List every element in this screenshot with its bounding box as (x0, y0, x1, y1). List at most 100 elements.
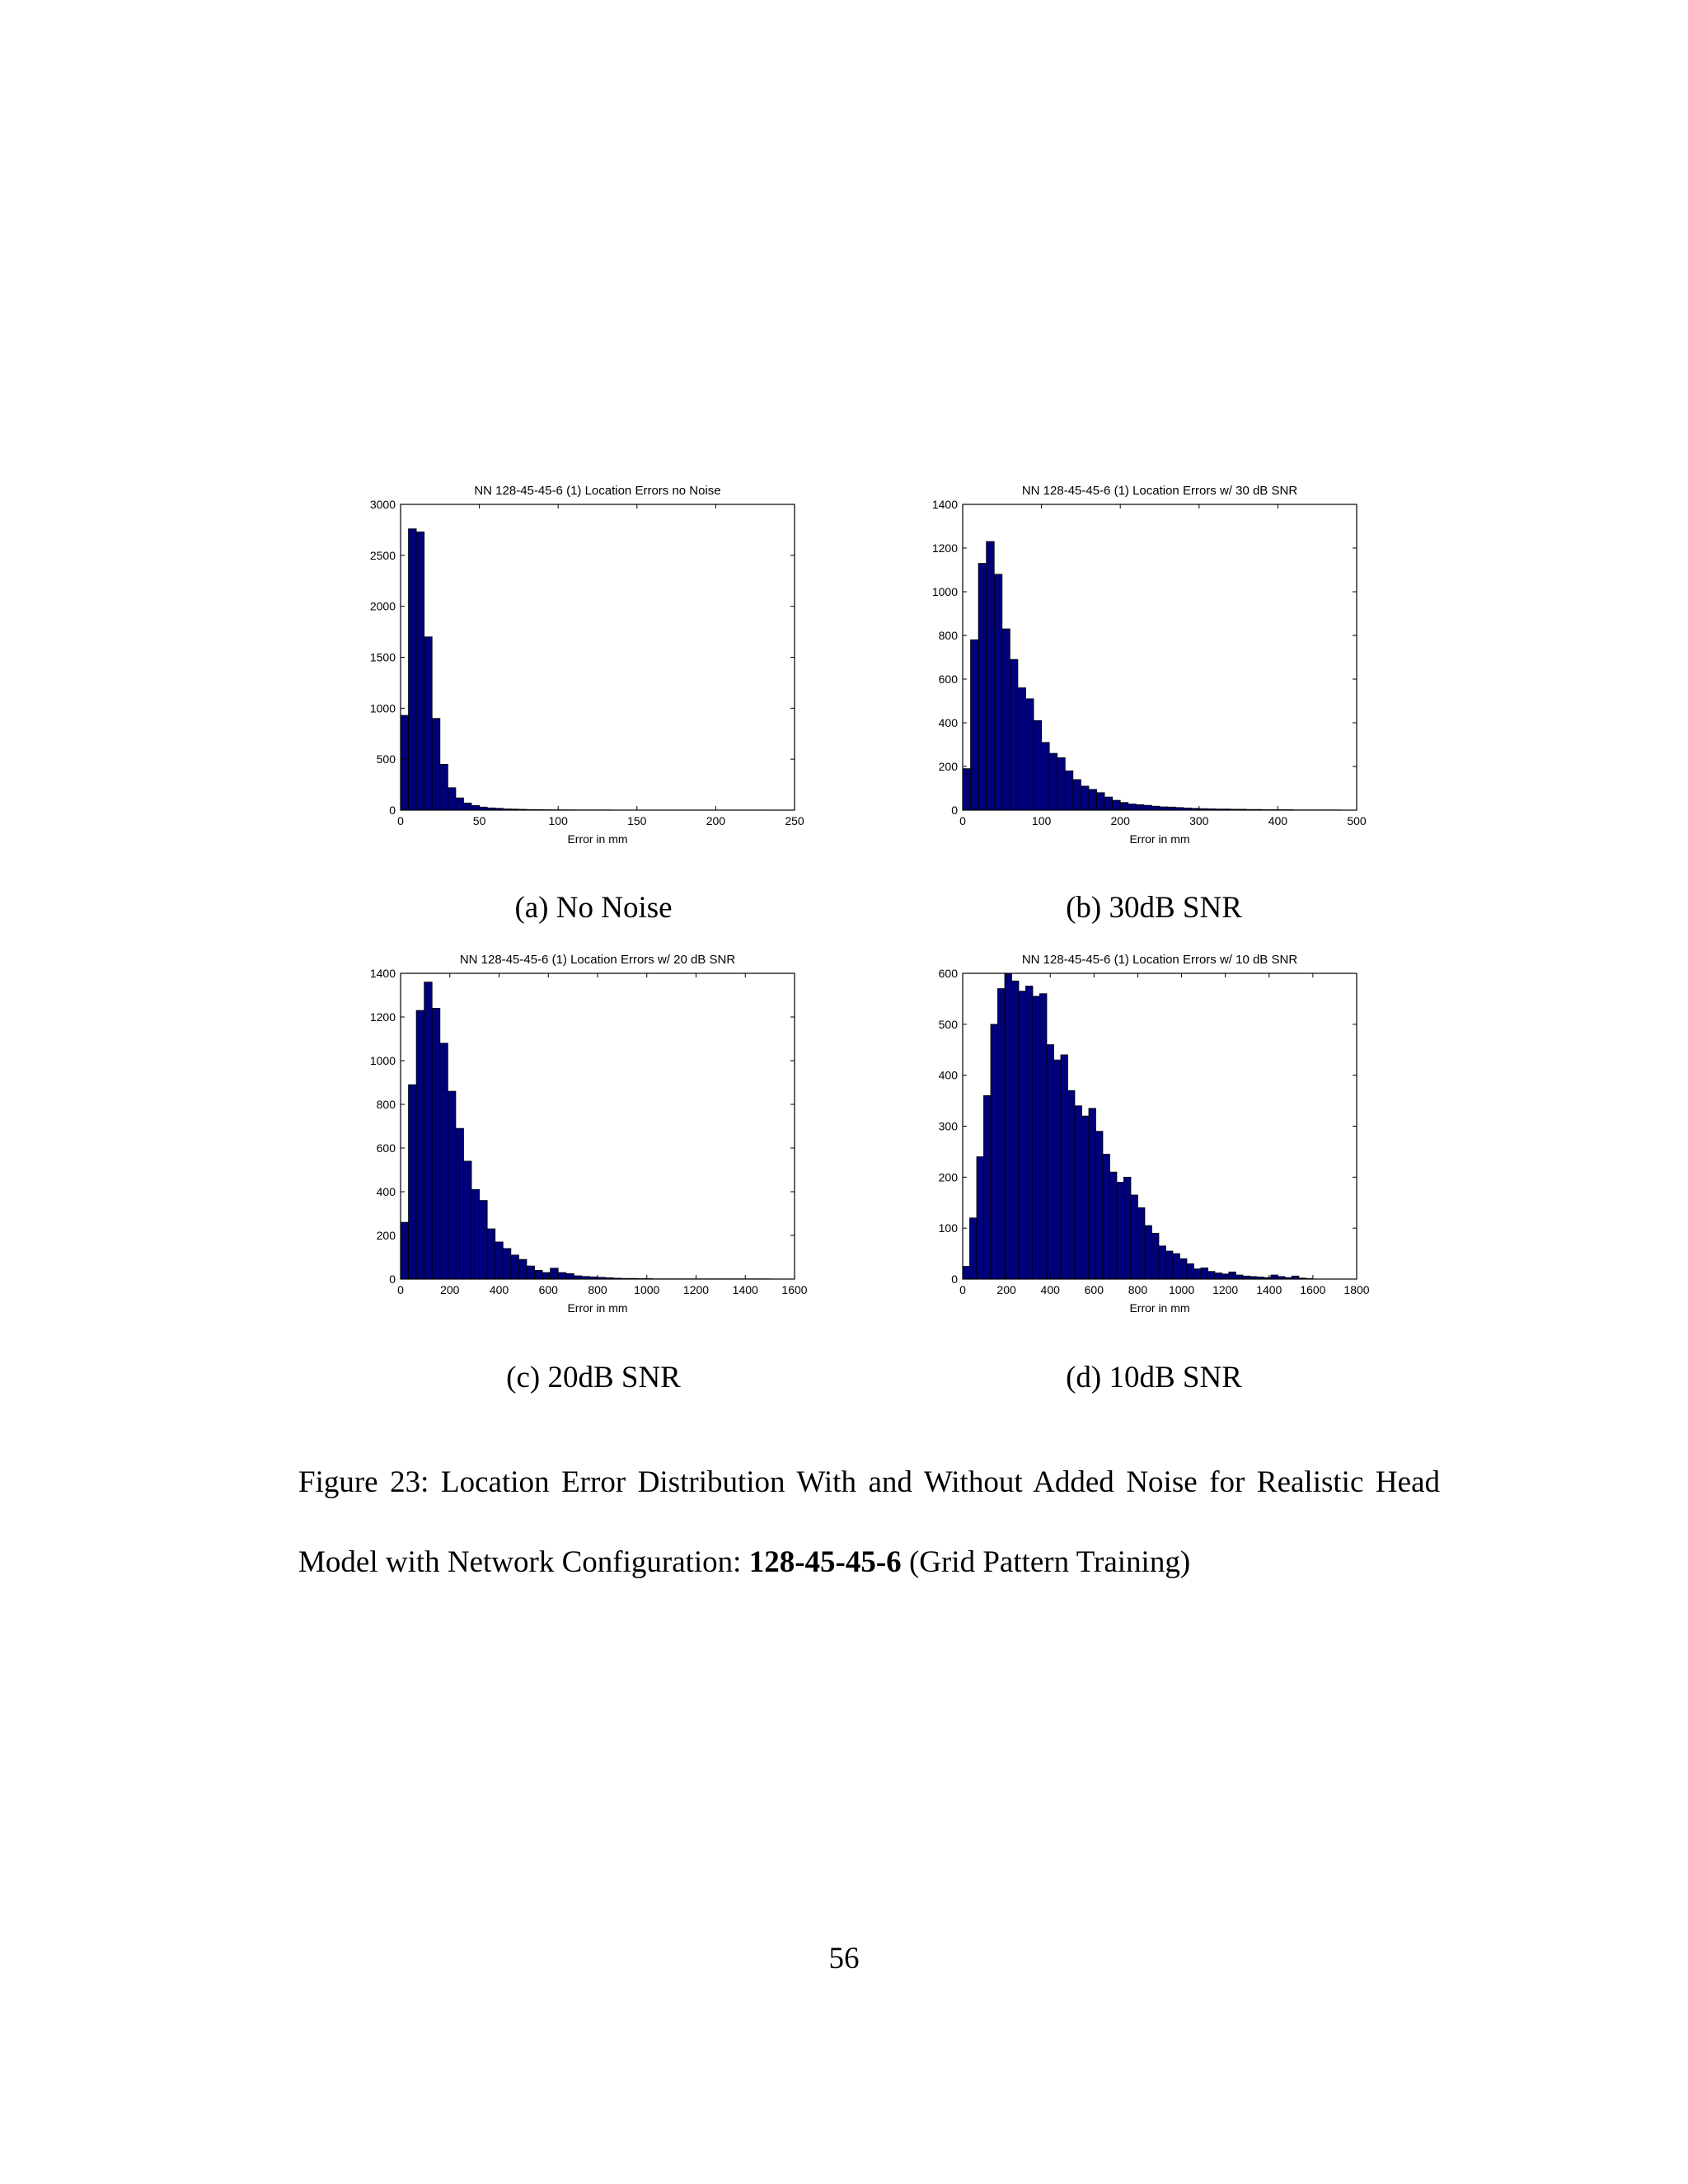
x-tick-label: 0 (397, 1283, 404, 1296)
histogram-bar (1072, 779, 1081, 811)
chart-title: NN 128-45-45-6 (1) Location Errors no No… (474, 484, 720, 498)
x-tick-label: 1400 (733, 1283, 758, 1296)
histogram-bar (990, 1024, 998, 1280)
histogram-bar (471, 805, 480, 811)
histogram-bar (1116, 1182, 1124, 1280)
histogram-bar (1123, 1176, 1132, 1280)
caption-text-end: (Grid Pattern Training) (901, 1545, 1191, 1579)
x-tick-label: 100 (1032, 814, 1052, 827)
histogram-chart-d: 0 200 400 600 800 1000 1200 1400 1600 1800 0 100 200… (939, 953, 1370, 1315)
histogram-bar (1186, 1263, 1194, 1280)
histogram-bar (1009, 658, 1019, 811)
histogram-bar (455, 1127, 464, 1280)
x-tick-label: 200 (1111, 814, 1131, 827)
histogram-bar (1158, 1245, 1166, 1280)
histogram-bar (1004, 972, 1012, 1280)
histogram-bar (1119, 802, 1129, 811)
histogram-bar (1067, 1090, 1076, 1280)
x-tick-label: 0 (959, 1283, 966, 1296)
x-tick-label: 1000 (634, 1283, 659, 1296)
histogram-bar (439, 763, 448, 811)
y-tick-label: 200 (377, 1229, 396, 1242)
histogram-bar (1046, 1044, 1054, 1280)
histogram-bar (565, 1272, 574, 1280)
subcaption-c: (c) 20dB SNR (506, 1361, 681, 1394)
histogram-bar (1018, 991, 1026, 1280)
histogram-chart-b: 0 100 200 300 400 500 0 200 400 600 800 1000 1200 140… (932, 484, 1367, 846)
y-tick-label: 1000 (370, 701, 396, 715)
y-tick-label: 2000 (370, 600, 396, 613)
x-tick-label: 200 (996, 1283, 1016, 1296)
histogram-bar (1236, 1274, 1244, 1280)
page-number: 56 (828, 1942, 860, 1975)
y-tick-label: 0 (951, 1272, 958, 1286)
histogram-bar (1080, 785, 1090, 811)
histogram-bar (962, 1266, 970, 1280)
y-tick-label: 600 (939, 967, 959, 980)
histogram-bar (1048, 752, 1058, 811)
x-tick-label: 1600 (1300, 1283, 1325, 1296)
histogram-bar (1214, 1272, 1222, 1280)
histogram-bar (997, 988, 1006, 1280)
y-tick-label: 800 (939, 629, 959, 642)
x-tick-label: 600 (539, 1283, 559, 1296)
y-tick-label: 0 (389, 1272, 396, 1286)
histogram-bar (1165, 1250, 1174, 1280)
x-tick-label: 1000 (1169, 1283, 1194, 1296)
y-tick-label: 1200 (932, 541, 958, 555)
y-tick-label: 1500 (370, 651, 396, 664)
y-tick-label: 400 (939, 716, 959, 729)
chart-title: NN 128-45-45-6 (1) Location Errors w/ 20… (460, 953, 735, 967)
y-tick-label: 500 (377, 752, 396, 766)
histogram-bar (542, 1272, 551, 1280)
x-tick-label: 500 (1347, 814, 1367, 827)
x-axis-label: Error in mm (1129, 1301, 1189, 1315)
x-tick-label: 400 (1041, 1283, 1061, 1296)
histogram-bar (479, 1200, 488, 1280)
histogram-bar (1137, 1207, 1146, 1280)
histogram-bar (1200, 1267, 1208, 1280)
histogram-bar (526, 1265, 535, 1280)
histogram-bar (1096, 792, 1105, 811)
x-tick-label: 400 (490, 1283, 509, 1296)
y-tick-label: 1400 (370, 967, 396, 980)
y-tick-label: 400 (377, 1185, 396, 1198)
x-tick-label: 250 (785, 814, 804, 827)
y-tick-label: 800 (377, 1098, 396, 1111)
x-tick-label: 100 (549, 814, 569, 827)
histogram-bar (463, 1160, 472, 1280)
histogram-bar (1064, 770, 1074, 811)
histogram-bar (431, 718, 441, 811)
x-tick-label: 200 (440, 1283, 460, 1296)
histogram-bar (1088, 1108, 1096, 1280)
x-tick-label: 0 (959, 814, 966, 827)
histogram-bar (557, 1272, 567, 1280)
histogram-bar (439, 1043, 448, 1280)
x-tick-label: 1400 (1256, 1283, 1282, 1296)
histogram-chart-c: 0 200 400 600 800 1000 1200 1400 1600 0 200 400 600 8… (370, 953, 808, 1315)
histogram-bar (1172, 1253, 1180, 1280)
caption-text: Location Error Distribution With and Wit… (298, 1465, 1440, 1579)
x-tick-label: 600 (1085, 1283, 1104, 1296)
histogram-bar (1151, 805, 1160, 811)
histogram-bar (415, 531, 425, 811)
histogram-chart-a: 0 50 100 150 200 250050010001500200025003000N… (370, 484, 804, 846)
histogram-bar (970, 639, 979, 811)
axes-box (962, 504, 1357, 811)
histogram-bar (1025, 986, 1034, 1280)
y-tick-label: 600 (377, 1141, 396, 1155)
histogram-bar (1057, 757, 1066, 811)
y-tick-label: 0 (389, 804, 396, 817)
histogram-bar (518, 1258, 528, 1280)
histogram-bar (1060, 1054, 1068, 1280)
histogram-bar (486, 1228, 496, 1280)
y-tick-label: 1000 (932, 585, 958, 598)
x-tick-label: 1200 (1212, 1283, 1238, 1296)
x-tick-label: 300 (1189, 814, 1209, 827)
histogram-bar (400, 1221, 409, 1280)
histogram-bar (986, 541, 995, 811)
y-tick-label: 1400 (932, 498, 958, 511)
subcaption-b: (b) 30dB SNR (1066, 891, 1242, 925)
histogram-bar (1074, 1105, 1082, 1280)
histogram-bar (993, 574, 1003, 811)
